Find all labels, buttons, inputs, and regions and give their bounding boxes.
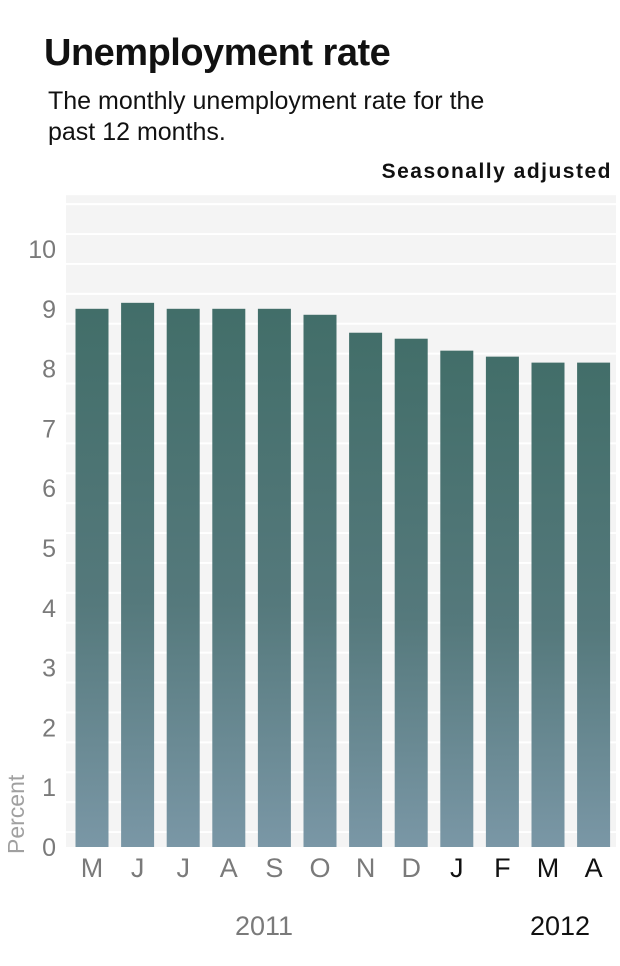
grid-line <box>66 741 616 744</box>
bar <box>212 308 246 847</box>
y-tick-label: 4 <box>42 595 56 623</box>
grid-line <box>66 412 616 415</box>
y-tick-label: 0 <box>42 834 56 862</box>
x-tick-label: J <box>176 853 190 883</box>
bar <box>485 356 519 847</box>
bar <box>349 332 383 848</box>
x-tick-label: O <box>309 853 330 883</box>
seasonally-adjusted-note: Seasonally adjusted <box>381 160 612 183</box>
x-tick-label: D <box>401 853 421 883</box>
grid-line <box>66 651 616 654</box>
bar <box>75 308 109 847</box>
x-tick-label: A <box>220 853 238 883</box>
year-label-2011: 2011 <box>235 911 293 941</box>
y-tick-label: 10 <box>28 236 56 264</box>
x-tick-label: J <box>131 853 145 883</box>
bar <box>531 362 565 847</box>
y-tick-label: 1 <box>42 774 56 802</box>
y-tick-label: 7 <box>42 415 56 443</box>
x-tick-label: M <box>537 853 560 883</box>
grid-line <box>66 322 616 325</box>
year-label-2012: 2012 <box>530 911 590 941</box>
grid-line <box>66 262 616 265</box>
y-tick-label: 3 <box>42 655 56 683</box>
bar <box>257 308 291 847</box>
grid-line <box>66 442 616 445</box>
grid-line <box>66 352 616 355</box>
grid-line <box>66 591 616 594</box>
x-tick-label: A <box>585 853 603 883</box>
bar <box>303 314 337 847</box>
y-axis-label: Percent <box>3 774 29 854</box>
x-tick-label: S <box>265 853 283 883</box>
x-tick-label: J <box>450 853 464 883</box>
grid-line <box>66 502 616 505</box>
grid-line <box>66 203 616 206</box>
bar <box>440 350 474 847</box>
x-tick-label: M <box>81 853 104 883</box>
grid-line <box>66 472 616 475</box>
grid-line <box>66 831 616 834</box>
bars <box>75 302 611 848</box>
chart-title: Unemployment rate <box>44 32 391 74</box>
grid-line <box>66 621 616 624</box>
x-tick-label: F <box>494 853 511 883</box>
x-tick-label: N <box>356 853 376 883</box>
grid-line <box>66 711 616 714</box>
grid-line <box>66 801 616 804</box>
bar <box>577 362 611 847</box>
plot-background <box>66 195 616 847</box>
y-tick-label: 8 <box>42 356 56 384</box>
grid-line <box>66 532 616 535</box>
grid-line <box>66 681 616 684</box>
y-tick-label: 2 <box>42 714 56 742</box>
bar <box>166 308 200 847</box>
y-tick-label: 6 <box>42 475 56 503</box>
y-tick-label: 9 <box>42 296 56 324</box>
grid-line <box>66 292 616 295</box>
y-tick-label: 5 <box>42 535 56 563</box>
grid-line <box>66 771 616 774</box>
grid-line <box>66 561 616 564</box>
grid-bands <box>66 195 616 847</box>
bar <box>394 338 428 847</box>
bar <box>121 302 155 847</box>
y-axis-ticks: 0 1 2 3 4 5 6 7 8 9 10 <box>28 236 56 862</box>
chart-subtitle: The monthly unemployment rate for the pa… <box>48 87 485 146</box>
year-labels: 2011 2012 <box>235 911 590 941</box>
grid-line <box>66 233 616 236</box>
grid-line <box>66 382 616 385</box>
